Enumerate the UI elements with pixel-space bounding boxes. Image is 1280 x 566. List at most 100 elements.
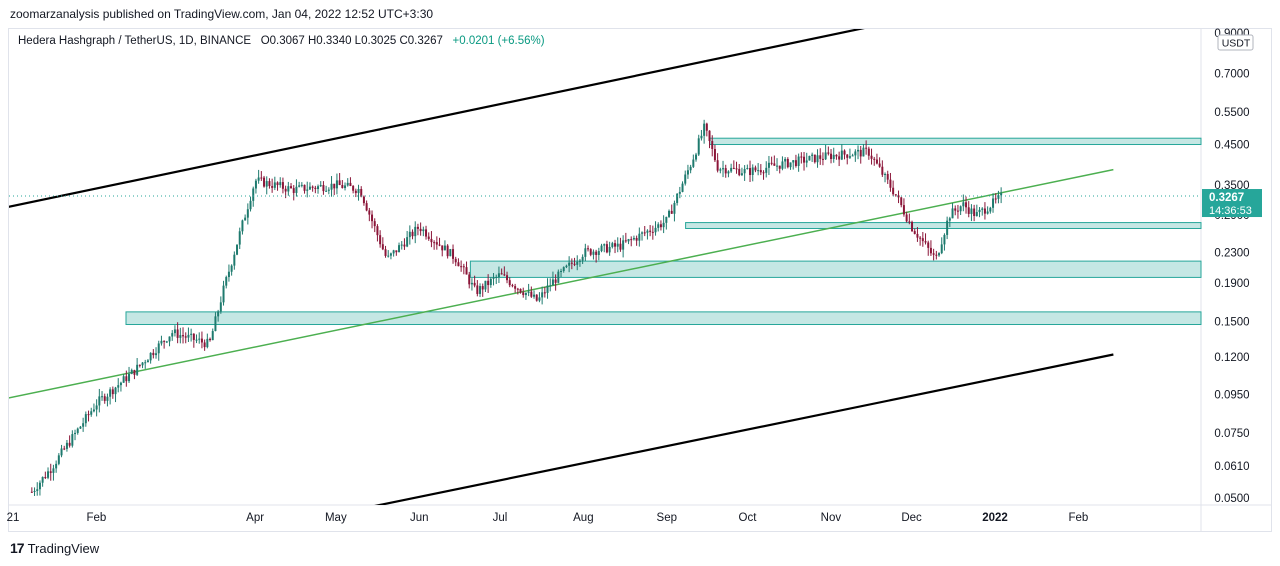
candle-body (543, 292, 546, 294)
candle-body (889, 179, 892, 188)
candle-body (176, 329, 179, 338)
candle-body (422, 229, 425, 232)
candle-body (71, 434, 74, 446)
candle-body (630, 239, 633, 241)
candle-body (141, 362, 144, 366)
candle-body (130, 369, 133, 374)
publisher-line: zoomarzanalysis published on TradingView… (10, 7, 434, 21)
candle-body (376, 226, 379, 236)
candle-body (254, 180, 257, 189)
candle-body (576, 261, 579, 265)
candle-body (740, 173, 743, 176)
candle-body (179, 335, 182, 338)
candle-body (30, 491, 33, 493)
y-tick-label: 0.7000 (1214, 68, 1249, 80)
candle-body (303, 184, 306, 191)
candle-body (897, 195, 900, 198)
candle-body (886, 173, 889, 180)
candle-body (206, 338, 209, 348)
candle-body (686, 170, 689, 175)
candle-body (692, 159, 695, 167)
candle-body (908, 221, 911, 223)
y-tick-label: 0.1900 (1214, 278, 1249, 290)
candle-body (314, 187, 317, 190)
candle-body (959, 206, 962, 212)
candle-body (38, 482, 41, 490)
candle-body (805, 160, 808, 163)
candle-body (605, 244, 608, 253)
candle-body (111, 389, 114, 395)
candle-body (425, 229, 428, 237)
candle-body (867, 148, 870, 156)
x-tick-label: Jun (410, 512, 429, 524)
candle-body (281, 182, 284, 189)
candle-body (63, 448, 66, 450)
candle-body (238, 231, 241, 245)
candle-body (989, 207, 992, 212)
candle-body (371, 214, 374, 222)
candle-body (52, 468, 55, 473)
x-tick-label: Aug (573, 512, 593, 524)
candle-body (981, 208, 984, 210)
footer-brand[interactable]: 17 TradingView (10, 540, 99, 556)
candle-body (643, 232, 646, 234)
candle-body (811, 154, 814, 156)
candle-body (125, 376, 128, 382)
candle-body (597, 251, 600, 255)
candle-body (441, 245, 444, 251)
candle-body (246, 209, 249, 218)
candle-body (263, 177, 266, 187)
candle-body (546, 285, 549, 293)
candle-body (195, 339, 198, 341)
candle-body (381, 244, 384, 250)
candle-body (956, 210, 959, 212)
candle-body (349, 182, 352, 186)
legend-symbol: Hedera Hashgraph / TetherUS, 1D, BINANCE (18, 35, 252, 47)
candle-body (260, 177, 263, 179)
candle-body (449, 249, 452, 257)
last-price-label: 0.3267 (1209, 192, 1244, 204)
candle-body (306, 189, 309, 191)
candle-body (884, 173, 887, 175)
candle-body (832, 154, 835, 160)
candle-body (821, 158, 824, 160)
candle-body (595, 251, 598, 255)
candle-body (392, 250, 395, 254)
candle-body (244, 217, 247, 221)
candle-body (149, 352, 152, 361)
chart-frame[interactable] (8, 28, 1272, 532)
candle-body (65, 442, 68, 449)
candle-body (676, 193, 679, 203)
candle-body (776, 165, 779, 167)
candle-body (487, 280, 490, 286)
candle-body (711, 141, 714, 149)
candle-body (965, 202, 968, 208)
candle-body (622, 240, 625, 250)
candle-body (924, 241, 927, 243)
candle-body (74, 432, 77, 435)
candle-body (862, 147, 865, 157)
x-tick-label: Feb (1068, 512, 1088, 524)
candle-body (119, 382, 122, 386)
candle-body (484, 280, 487, 290)
candle-body (827, 152, 830, 154)
candle-body (462, 266, 465, 268)
candle-body (565, 265, 568, 268)
candle-body (843, 150, 846, 155)
candle-body (506, 275, 509, 281)
candle-body (767, 162, 770, 168)
candle-body (627, 239, 630, 242)
candle-body (319, 185, 322, 187)
legend-change: +0.0201 (+6.56%) (452, 35, 545, 47)
unit-badge (1217, 34, 1254, 51)
x-tick-label: 21 (7, 512, 20, 524)
candle-body (395, 250, 398, 253)
candle-body (465, 267, 468, 275)
candle-body (497, 273, 500, 277)
candle-body (368, 210, 371, 215)
candle-body (344, 185, 347, 189)
candle-body (308, 186, 311, 190)
candle-body (495, 276, 498, 278)
candle-body (1000, 193, 1003, 196)
